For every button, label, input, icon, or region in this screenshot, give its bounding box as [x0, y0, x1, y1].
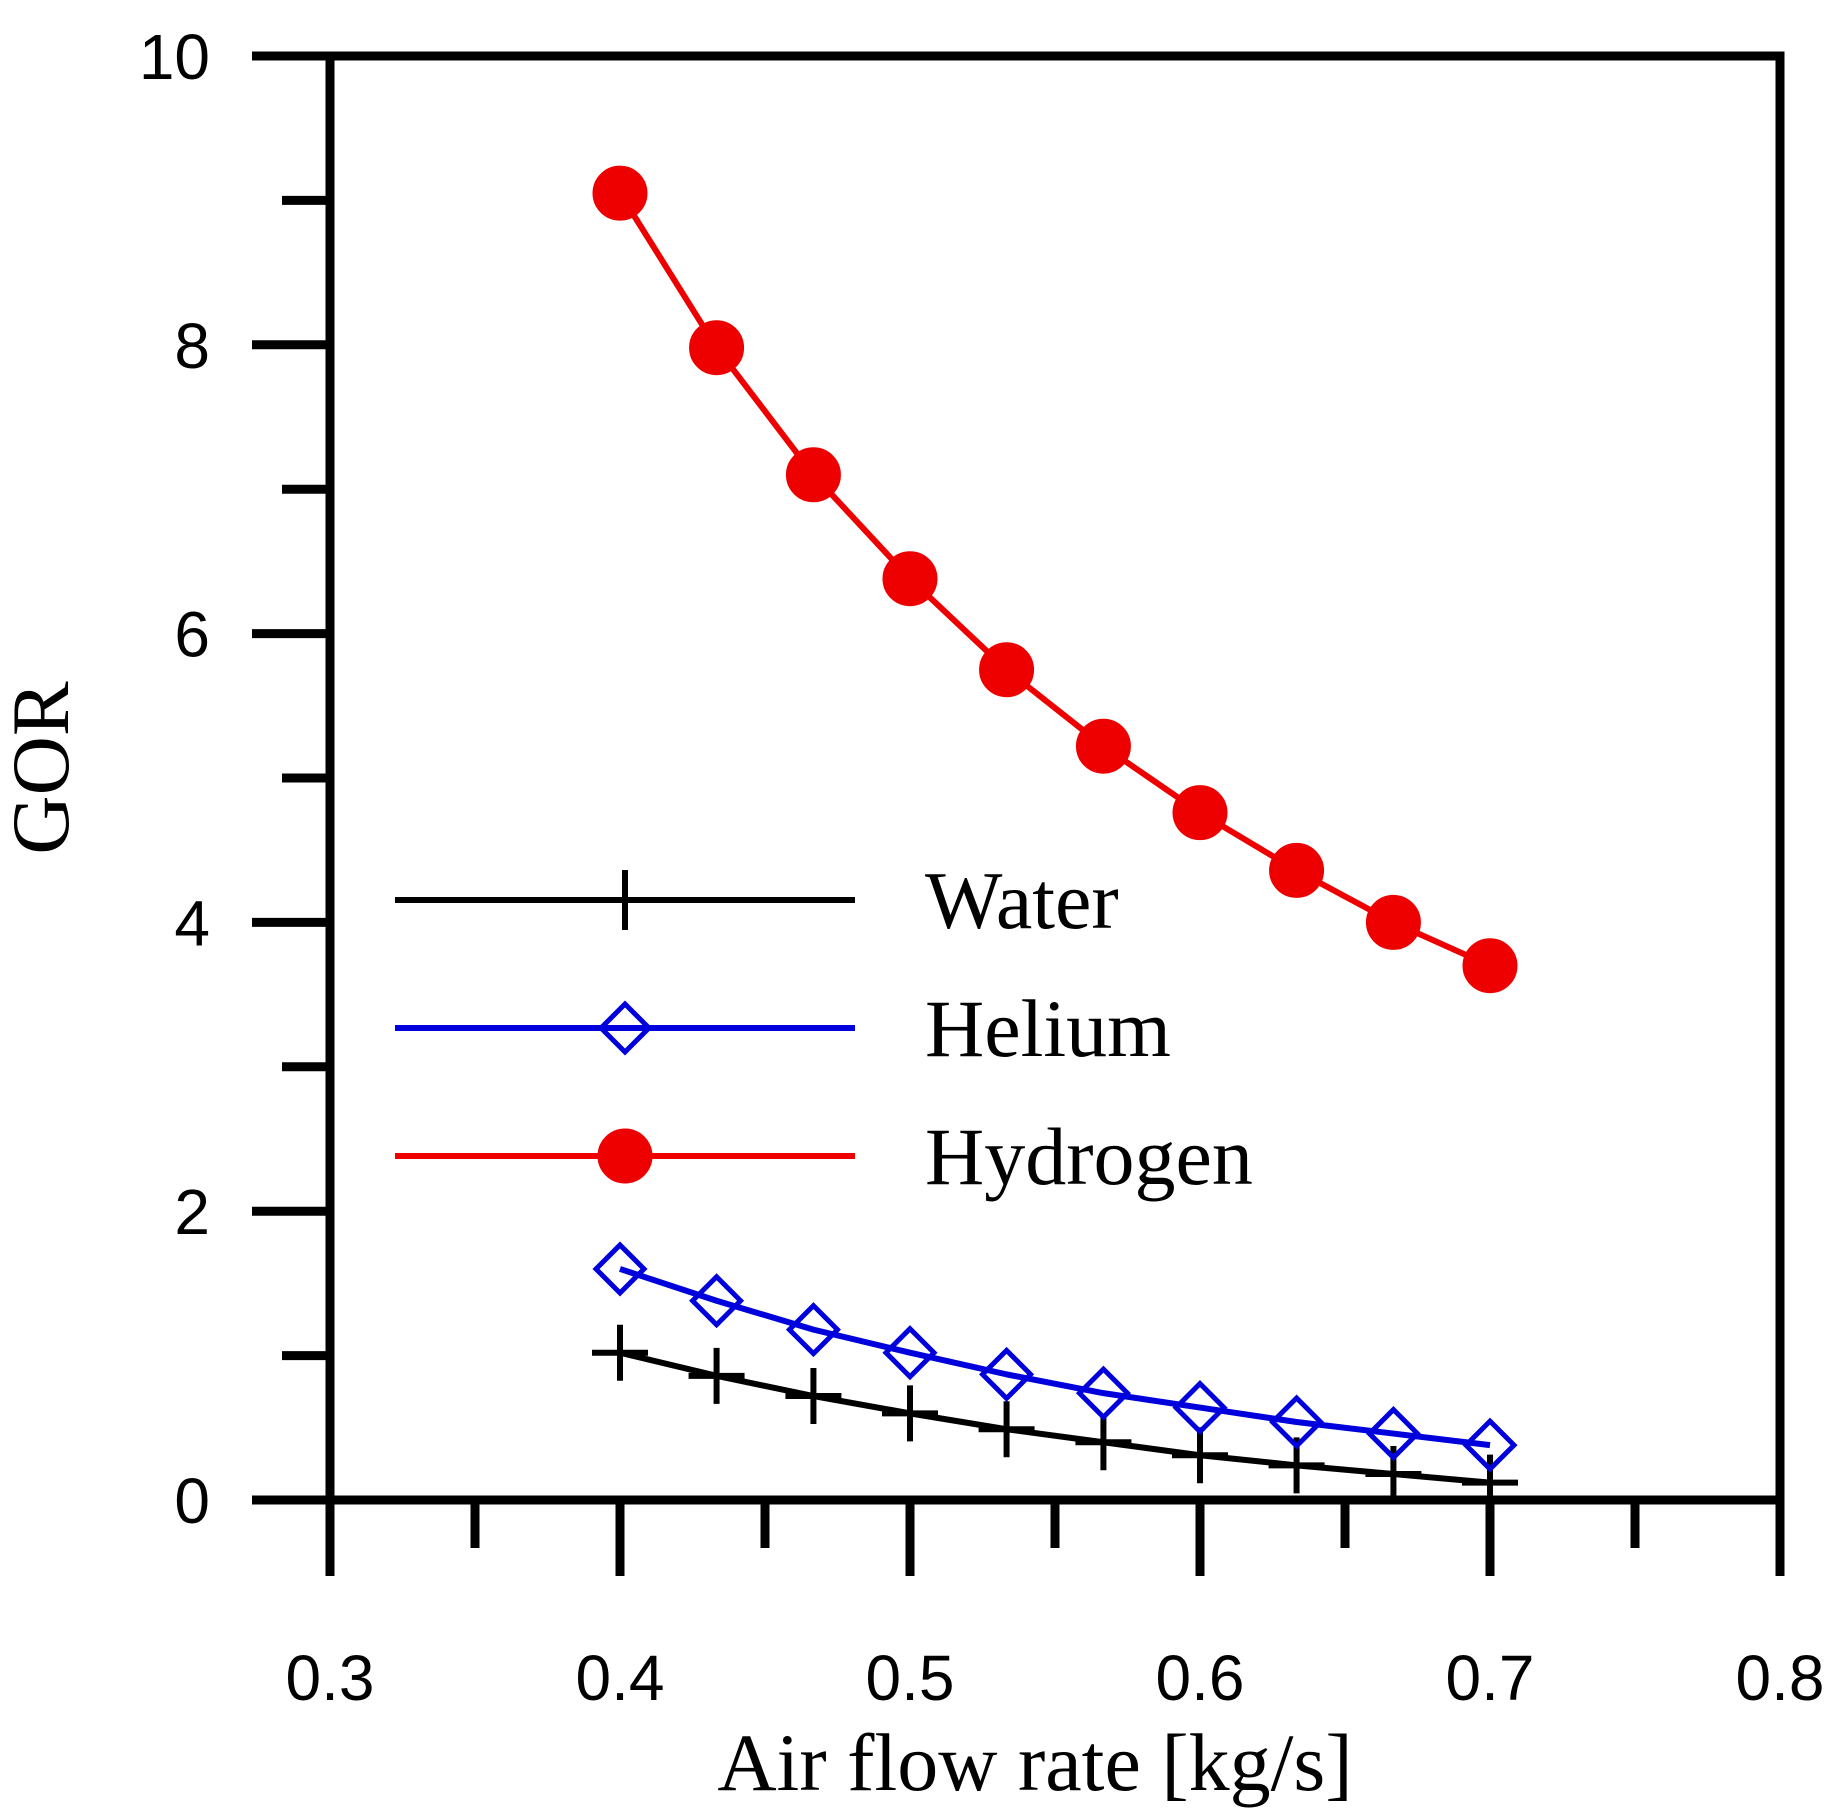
legend-marker	[595, 870, 655, 930]
point-hydrogen	[882, 551, 938, 607]
x-tick-label: 0.5	[866, 1642, 955, 1714]
point-water	[1462, 1454, 1518, 1511]
x-tick-label: 0.8	[1736, 1642, 1825, 1714]
series-line-helium	[619, 1266, 1491, 1449]
point-helium	[1172, 1380, 1228, 1436]
legend-item-hydrogen: Hydrogen	[395, 1111, 1253, 1202]
point-helium	[1365, 1406, 1421, 1462]
point-helium	[1075, 1365, 1131, 1421]
point-hydrogen	[785, 447, 841, 503]
legend-marker	[597, 1000, 653, 1056]
point-water	[1172, 1427, 1228, 1484]
point-hydrogen	[1269, 842, 1325, 898]
x-tick-label: 0.3	[286, 1642, 375, 1714]
point-hydrogen	[689, 320, 745, 376]
data-series	[592, 165, 1518, 1511]
legend-label: Helium	[925, 983, 1171, 1074]
point-hydrogen	[1075, 718, 1131, 774]
x-tick-label: 0.7	[1446, 1642, 1535, 1714]
point-hydrogen	[979, 642, 1035, 698]
series-helium	[592, 1241, 1518, 1473]
point-hydrogen	[1462, 938, 1518, 994]
series-hydrogen	[592, 165, 1518, 994]
point-hydrogen	[592, 165, 648, 221]
point-water	[592, 1324, 648, 1381]
point-water	[1075, 1414, 1132, 1471]
legend-marker	[597, 1128, 653, 1184]
x-axis-title: Air flow rate [kg/s]	[717, 1717, 1352, 1808]
series-line-hydrogen	[617, 191, 1492, 969]
point-water	[785, 1368, 842, 1425]
x-tick-label: 0.6	[1156, 1642, 1245, 1714]
point-hydrogen	[1365, 894, 1421, 950]
legend-item-helium: Helium	[395, 983, 1171, 1074]
point-water	[688, 1347, 745, 1404]
legend: Water Helium Hydrogen	[395, 855, 1253, 1202]
point-helium	[1462, 1417, 1518, 1473]
y-tick-label: 10	[139, 21, 210, 93]
axes	[325, 51, 1785, 1505]
plot-frame	[325, 51, 1785, 1505]
point-helium	[1269, 1394, 1325, 1450]
point-helium	[785, 1302, 841, 1358]
point-water	[882, 1385, 938, 1442]
y-axis-title: GOR	[0, 681, 86, 854]
y-tick-label: 8	[174, 310, 210, 382]
x-tick-label: 0.4	[576, 1642, 665, 1714]
legend-item-water: Water	[395, 855, 1119, 946]
point-helium	[979, 1346, 1035, 1402]
point-helium	[689, 1273, 745, 1329]
y-tick-label: 6	[174, 599, 210, 671]
point-water	[978, 1401, 1035, 1458]
y-tick-label: 0	[174, 1465, 210, 1537]
legend-label: Water	[925, 855, 1119, 946]
point-helium	[882, 1325, 938, 1381]
legend-label: Hydrogen	[925, 1111, 1253, 1202]
point-helium	[592, 1241, 648, 1297]
y-tick-label: 4	[174, 887, 210, 959]
ticks: 0.3 0.4 0.5 0.6 0.7 0.8 0 2 4 6 8 10	[139, 21, 1825, 1714]
series-water	[592, 1324, 1518, 1511]
y-tick-label: 2	[174, 1176, 210, 1248]
series-line-water	[619, 1349, 1491, 1486]
point-hydrogen	[1172, 785, 1228, 841]
